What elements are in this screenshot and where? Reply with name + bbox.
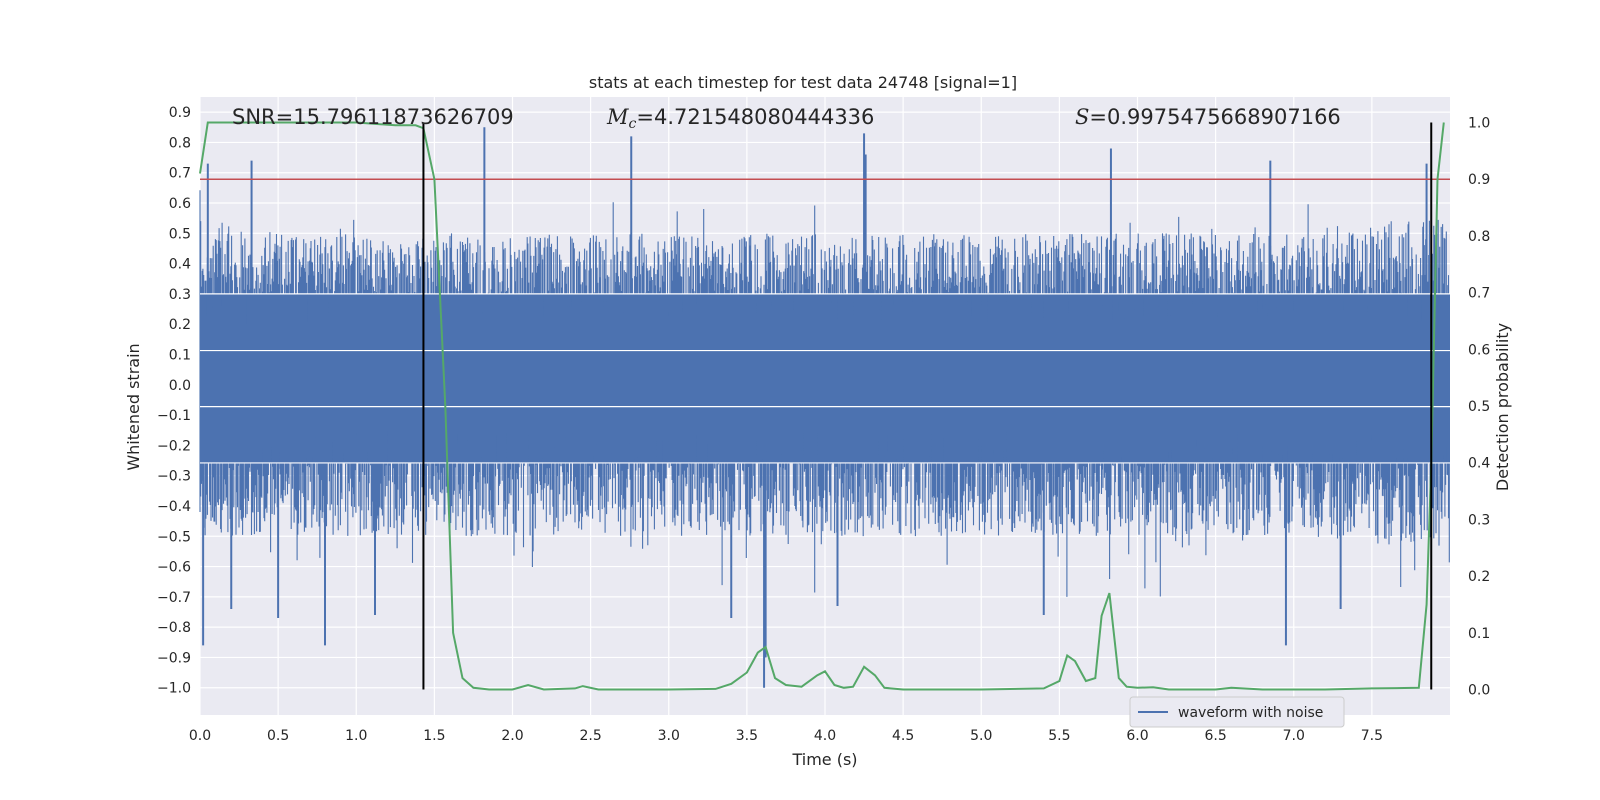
legend-box <box>1129 696 1345 728</box>
x-tick-label: 6.5 <box>1204 728 1226 744</box>
x-tick-label: 0.5 <box>267 728 289 744</box>
y-tick-labels: 0.9 0.8 0.7 0.6 0.5 0.4 0.3 0.2 0.1 0.0 −0.1 −0.2 −0… <box>157 105 191 697</box>
snr-annotation: SNR=15.79611873626709 <box>232 105 514 129</box>
y-right-tick-label: 0.8 <box>1468 229 1490 245</box>
x-tick-label: 4.5 <box>892 728 914 744</box>
y-tick-label: 0.9 <box>169 105 191 121</box>
y-tick-label: −0.2 <box>157 438 191 454</box>
y-tick-label: 0.7 <box>169 166 191 182</box>
y-tick-label: 0.3 <box>169 287 191 303</box>
x-tick-label: 7.0 <box>1283 728 1305 744</box>
y-tick-label: −0.7 <box>157 590 191 606</box>
chirp-mass-symbol: M <box>606 105 629 129</box>
chirp-mass-annotation: Mc=4.721548080444336 <box>606 105 874 132</box>
y-tick-label: 0.5 <box>169 226 191 242</box>
y-right-tick-label: 0.5 <box>1468 399 1490 415</box>
x-tick-label: 2.0 <box>501 728 523 744</box>
y-tick-label: −0.8 <box>157 620 191 636</box>
y-tick-label: −0.1 <box>157 408 191 424</box>
y-right-tick-label: 0.3 <box>1468 512 1490 528</box>
y-right-tick-label: 0.6 <box>1468 342 1490 358</box>
chirp-mass-value: =4.721548080444336 <box>636 105 874 129</box>
y-right-tick-labels: 1.0 0.9 0.8 0.7 0.6 0.5 0.4 0.3 0.2 0.1 0.0 <box>1468 116 1490 699</box>
y-axis-label: Whitened strain <box>124 343 143 470</box>
vertical-markers <box>422 122 1433 690</box>
y-right-tick-label: 0.0 <box>1468 682 1490 698</box>
significance-annotation: S=0.9975475668907166 <box>1075 105 1341 129</box>
y-tick-label: −0.4 <box>157 499 191 515</box>
detection-probability-line <box>199 121 1445 691</box>
x-tick-label: 1.5 <box>423 728 445 744</box>
y-tick-label: −0.9 <box>157 650 191 666</box>
y-tick-label: 0.2 <box>169 317 191 333</box>
x-tick-label: 3.0 <box>658 728 680 744</box>
y-tick-label: 0.0 <box>169 378 191 394</box>
x-tick-label: 4.0 <box>814 728 836 744</box>
y-right-tick-label: 0.7 <box>1468 286 1490 302</box>
y-tick-label: −1.0 <box>157 681 191 697</box>
significance-symbol: S <box>1075 105 1089 129</box>
chart-title: stats at each timestep for test data 247… <box>589 73 1017 92</box>
y-tick-label: −0.5 <box>157 529 191 545</box>
x-tick-label: 3.5 <box>736 728 758 744</box>
x-tick-label: 2.5 <box>579 728 601 744</box>
y-right-tick-label: 1.0 <box>1468 116 1490 132</box>
y-tick-label: −0.3 <box>157 469 191 485</box>
y-right-tick-label: 0.1 <box>1468 626 1490 642</box>
x-tick-label: 5.0 <box>970 728 992 744</box>
x-tick-label: 0.0 <box>189 728 211 744</box>
waveform-with-noise-series <box>199 127 1450 688</box>
y-right-axis-label: Detection probability <box>1493 323 1512 491</box>
y-tick-label: 0.8 <box>169 135 191 151</box>
y-tick-label: 0.6 <box>169 196 191 212</box>
x-tick-labels: 0.0 0.5 1.0 1.5 2.0 2.5 3.0 3.5 4.0 4.5 5.0 5.5 6.0 6… <box>189 728 1383 744</box>
legend: waveform with noise <box>1129 696 1345 728</box>
x-tick-label: 6.0 <box>1126 728 1148 744</box>
detection-probability-series <box>199 121 1445 691</box>
chirp-mass-subscript: c <box>629 116 637 132</box>
y-right-tick-label: 0.9 <box>1468 172 1490 188</box>
x-tick-label: 5.5 <box>1048 728 1070 744</box>
y-right-tick-label: 0.2 <box>1468 569 1490 585</box>
y-tick-label: 0.4 <box>169 257 191 273</box>
y-tick-label: −0.6 <box>157 560 191 576</box>
y-right-tick-label: 0.4 <box>1468 456 1490 472</box>
legend-label: waveform with noise <box>1178 705 1323 721</box>
significance-value: =0.9975475668907166 <box>1089 105 1340 129</box>
x-axis-label: Time (s) <box>791 750 857 769</box>
x-tick-label: 7.5 <box>1361 728 1383 744</box>
x-tick-label: 1.0 <box>345 728 367 744</box>
y-tick-label: 0.1 <box>169 348 191 364</box>
